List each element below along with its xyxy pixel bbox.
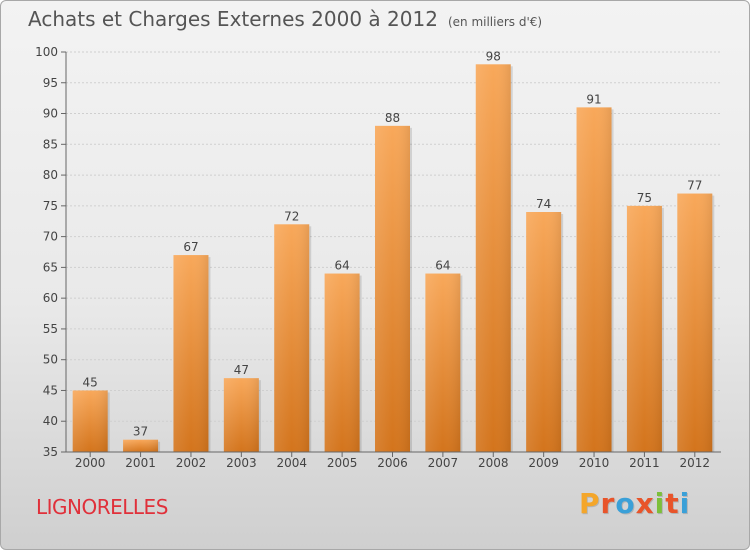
data-label-2006: 88: [385, 111, 400, 125]
logo-letter: i: [679, 487, 691, 520]
x-tick-label-2001: 2001: [125, 456, 156, 470]
data-label-2010: 91: [586, 92, 601, 106]
data-label-2000: 45: [83, 375, 98, 389]
x-tick-label-2006: 2006: [377, 456, 408, 470]
x-tick-label-2003: 2003: [226, 456, 257, 470]
bar-shine: [626, 205, 662, 452]
y-tick-label: 95: [43, 76, 58, 90]
data-label-2003: 47: [234, 363, 249, 377]
bar-shine: [324, 273, 360, 452]
x-tick-label-2000: 2000: [75, 456, 106, 470]
x-tick-label-2007: 2007: [428, 456, 459, 470]
chart-subtitle: (en milliers d'€): [447, 15, 543, 29]
bar-shine: [123, 439, 159, 452]
data-label-2012: 77: [687, 179, 702, 193]
logo-letter: o: [615, 487, 636, 520]
bar-shine: [475, 64, 511, 453]
logo-letter: x: [635, 487, 655, 520]
y-tick-label: 45: [43, 383, 58, 397]
x-tick-label-2009: 2009: [528, 456, 559, 470]
logo-letter: r: [600, 487, 616, 520]
data-label-2008: 98: [486, 49, 501, 63]
logo-letter: i: [654, 487, 666, 520]
data-label-2004: 72: [284, 209, 299, 223]
y-tick-label: 70: [43, 230, 58, 244]
bar-shine: [526, 212, 562, 452]
y-tick-label: 40: [43, 414, 58, 428]
y-tick-label: 100: [35, 45, 58, 59]
logo-letter: P: [579, 487, 601, 520]
bar-layer: 45 37 67 47 72 64 88 64 98 74 91 75 77: [72, 49, 715, 453]
bar-shine: [274, 224, 310, 452]
y-tick-label: 80: [43, 168, 58, 182]
data-label-2007: 64: [435, 259, 450, 273]
bar-shine: [72, 390, 108, 452]
y-tick-label: 85: [43, 137, 58, 151]
bar-shine: [173, 255, 209, 452]
y-tick-label: 75: [43, 199, 58, 213]
bar-shine: [375, 125, 410, 452]
bar-shine: [425, 273, 461, 452]
bar-shine: [576, 107, 612, 452]
data-label-2011: 75: [637, 191, 652, 205]
bar-shine: [223, 378, 259, 452]
logo-letter: t: [665, 487, 680, 520]
data-label-2005: 64: [334, 259, 349, 273]
x-tick-label-2005: 2005: [327, 456, 358, 470]
chart-title: Achats et Charges Externes 2000 à 2012 (e…: [28, 7, 543, 31]
x-tick-label-2002: 2002: [176, 456, 207, 470]
y-tick-label: 50: [43, 353, 58, 367]
x-tick-label-2011: 2011: [629, 456, 660, 470]
y-tick-label: 65: [43, 260, 58, 274]
y-tick-label: 90: [43, 107, 58, 121]
town-name: LIGNORELLES: [36, 495, 168, 519]
x-tick-label-2004: 2004: [276, 456, 307, 470]
proxiti-logo[interactable]: Proxiti: [579, 487, 690, 520]
bar-shine: [677, 193, 713, 453]
y-tick-label: 60: [43, 291, 58, 305]
data-label-2001: 37: [133, 425, 148, 439]
x-tick-label-2010: 2010: [579, 456, 610, 470]
data-label-2002: 67: [183, 240, 198, 254]
axis-layer: 35 40 45 50 55 60 65 70 75 80 85 90 95 100 2000 2001 200…: [35, 45, 721, 470]
y-tick-label: 35: [43, 445, 58, 459]
data-label-2009: 74: [536, 197, 551, 211]
x-tick-label-2008: 2008: [478, 456, 509, 470]
y-tick-label: 55: [43, 322, 58, 336]
x-tick-label-2012: 2012: [680, 456, 711, 470]
